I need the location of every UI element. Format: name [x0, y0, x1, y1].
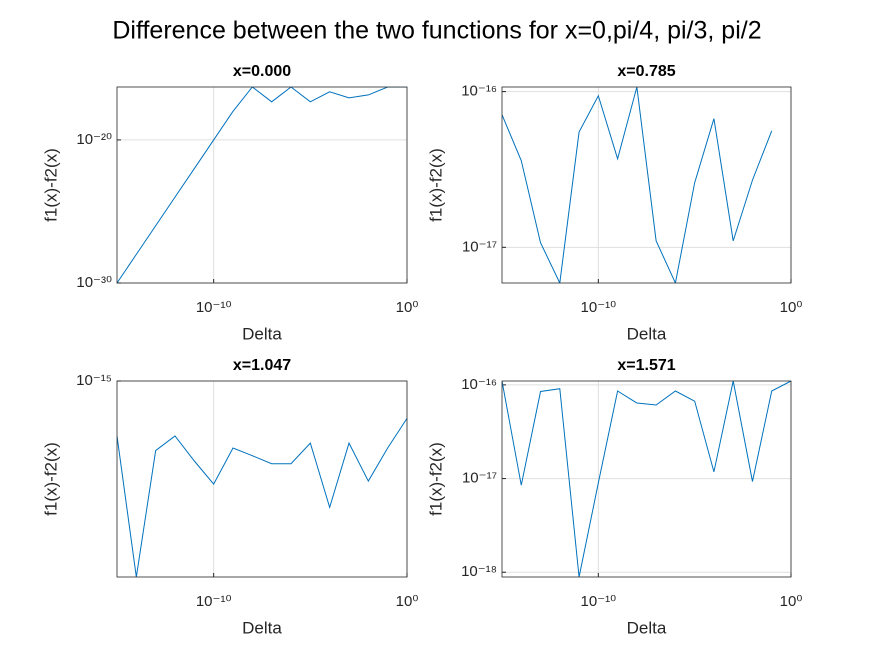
y-tick-label: 10⁻¹⁷	[462, 238, 497, 255]
subplot-title: x=1.571	[617, 357, 675, 374]
subplot-title: x=0.000	[233, 63, 291, 80]
x-tick-label: 10⁰	[780, 593, 803, 610]
x-tick-label: 10⁰	[780, 299, 803, 316]
x-axis-label: Delta	[627, 618, 667, 637]
data-line	[502, 87, 773, 283]
y-tick-label: 10⁻¹⁵	[76, 372, 112, 389]
plot-area	[502, 87, 791, 283]
figure-title: Difference between the two functions for…	[112, 17, 761, 45]
y-axis-label: f1(x)-f2(x)	[426, 148, 445, 222]
y-tick-label: 10⁻¹⁸	[461, 563, 497, 580]
data-line	[502, 381, 791, 577]
y-tick-label: 10⁻¹⁶	[461, 376, 497, 393]
data-line	[117, 87, 407, 283]
x-tick-label: 10⁻¹⁰	[196, 593, 232, 610]
x-tick-label: 10⁻¹⁰	[196, 299, 232, 316]
x-tick-label: 10⁻¹⁰	[581, 299, 617, 316]
y-axis-label: f1(x)-f2(x)	[41, 442, 60, 516]
axes-box	[116, 86, 408, 284]
data-line	[117, 418, 407, 577]
x-tick-label: 10⁻¹⁰	[581, 593, 617, 610]
x-axis-label: Delta	[627, 324, 667, 343]
y-tick-label: 10⁻³⁰	[76, 274, 112, 291]
y-tick-label: 10⁻²⁰	[76, 131, 112, 148]
x-tick-label: 10⁰	[396, 593, 419, 610]
y-axis-label: f1(x)-f2(x)	[41, 148, 60, 222]
axes-box	[501, 380, 792, 578]
axes-box	[501, 86, 792, 284]
y-tick-label: 10⁻¹⁶	[461, 83, 497, 100]
x-axis-label: Delta	[242, 618, 282, 637]
subplot-title: x=1.047	[233, 357, 291, 374]
y-axis-label: f1(x)-f2(x)	[426, 442, 445, 516]
plot-area	[117, 381, 407, 577]
subplot-title: x=0.785	[617, 63, 675, 80]
axes-box	[116, 380, 408, 578]
plot-area	[117, 87, 407, 283]
x-axis-label: Delta	[242, 324, 282, 343]
x-tick-label: 10⁰	[396, 299, 419, 316]
y-tick-label: 10⁻¹⁷	[462, 470, 497, 487]
